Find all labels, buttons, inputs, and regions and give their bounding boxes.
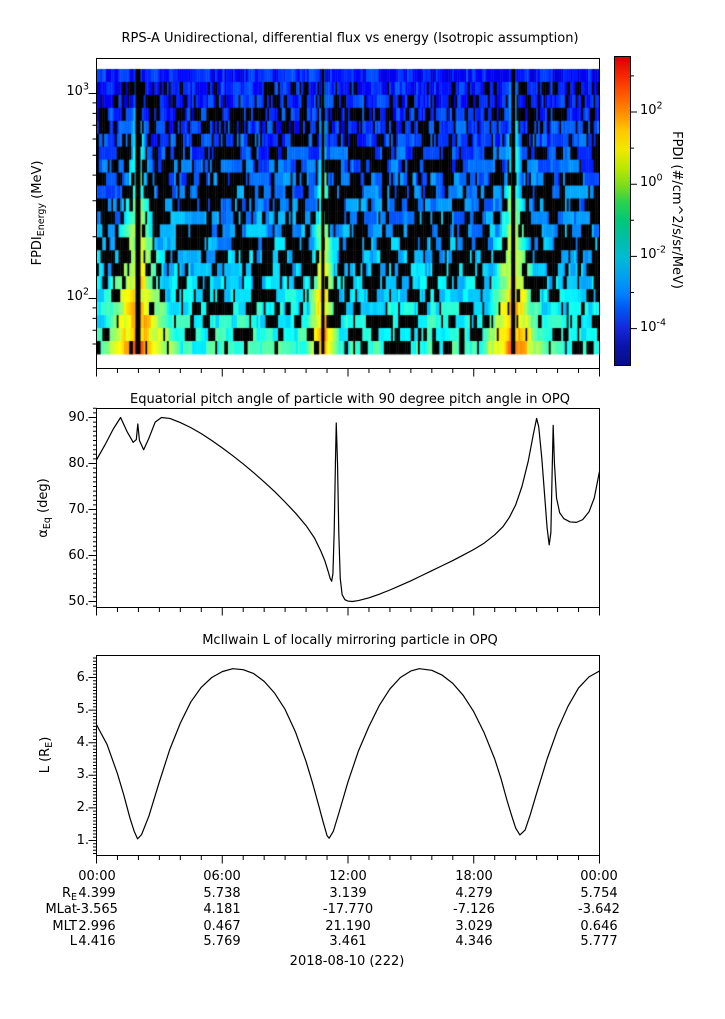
footer-value: 5.738	[203, 886, 241, 901]
footer-value: -17.770	[322, 902, 374, 917]
major-ticks	[88, 93, 637, 864]
flux-panel-border	[96, 58, 600, 369]
flux-y-tick-label: 102	[66, 286, 89, 304]
pitch-panel-border	[96, 408, 600, 608]
x-tick-label: 00:00	[78, 869, 116, 884]
colorbar-tick-label: 10-2	[640, 244, 667, 262]
mcilwain-l-curve	[95, 668, 600, 840]
footer-value: 4.279	[455, 886, 493, 901]
minor-ticks	[92, 75, 634, 860]
x-tick-label: 18:00	[455, 869, 493, 884]
flux-panel-title: RPS-A Unidirectional, differential flux …	[121, 31, 579, 46]
pitch-y-tick-label: 90.	[68, 410, 89, 425]
footer-value: 0.467	[203, 919, 241, 934]
footer-value: 3.461	[329, 934, 367, 949]
date-label: 2018-08-10 (222)	[289, 954, 405, 969]
mcilwain-panel-border	[96, 655, 600, 856]
colorbar-tick-label: 10-4	[640, 317, 667, 335]
mcilwain-panel-title: McIlwain L of locally mirroring particle…	[202, 633, 498, 648]
flux-y-axis-label: FPDIEnergy (MeV)	[30, 160, 47, 266]
footer-value: -7.126	[453, 902, 495, 917]
pitch-panel-title: Equatorial pitch angle of particle with …	[130, 392, 570, 407]
footer-row-label: L	[69, 934, 77, 949]
footer-value: -3.565	[76, 902, 118, 917]
footer-value: 4.181	[203, 902, 241, 917]
pitch-y-tick-label: 60.	[68, 548, 89, 563]
colorbar-tick-label: 100	[640, 172, 663, 190]
mcilwain-y-tick-label: 5.	[76, 702, 89, 717]
pitch-angle-curve	[95, 416, 601, 603]
footer-value: 4.399	[78, 886, 116, 901]
colorbar-gradient	[614, 56, 631, 366]
mcilwain-y-tick-label: 3.	[76, 767, 89, 782]
footer-value: 5.769	[203, 934, 241, 949]
pitch-y-tick-label: 70.	[68, 502, 89, 517]
mcilwain-y-tick-label: 6.	[76, 670, 89, 685]
footer-value: 0.646	[580, 919, 618, 934]
mcilwain-y-tick-label: 1.	[76, 833, 89, 848]
footer-value: 3.139	[329, 886, 367, 901]
mcilwain-y-tick-label: 2.	[76, 800, 89, 815]
flux-y-tick-label: 103	[66, 81, 89, 99]
footer-value: 2.996	[78, 919, 116, 934]
footer-value: 4.346	[455, 934, 493, 949]
footer-value: 5.754	[580, 886, 618, 901]
flux-spectrogram-heatmap	[97, 59, 599, 368]
colorbar-axis-label: FPDI (#/cm^2/s/sr/MeV)	[669, 131, 684, 289]
footer-value: 21.190	[325, 919, 371, 934]
mcilwain-y-tick-label: 4.	[76, 735, 89, 750]
pitch-y-tick-label: 50.	[68, 594, 89, 609]
footer-value: 4.416	[78, 934, 116, 949]
footer-value: 3.029	[455, 919, 493, 934]
colorbar-tick-label: 102	[640, 100, 663, 118]
footer-value: -3.642	[578, 902, 620, 917]
x-tick-label: 06:00	[203, 869, 241, 884]
pitch-y-tick-label: 80.	[68, 456, 89, 471]
footer-row-label: MLT	[52, 919, 77, 934]
x-tick-label: 00:00	[580, 869, 618, 884]
footer-value: 5.777	[580, 934, 618, 949]
footer-row-label: MLat	[45, 902, 77, 917]
x-tick-label: 12:00	[329, 869, 367, 884]
footer-row-label: RE	[61, 886, 77, 903]
